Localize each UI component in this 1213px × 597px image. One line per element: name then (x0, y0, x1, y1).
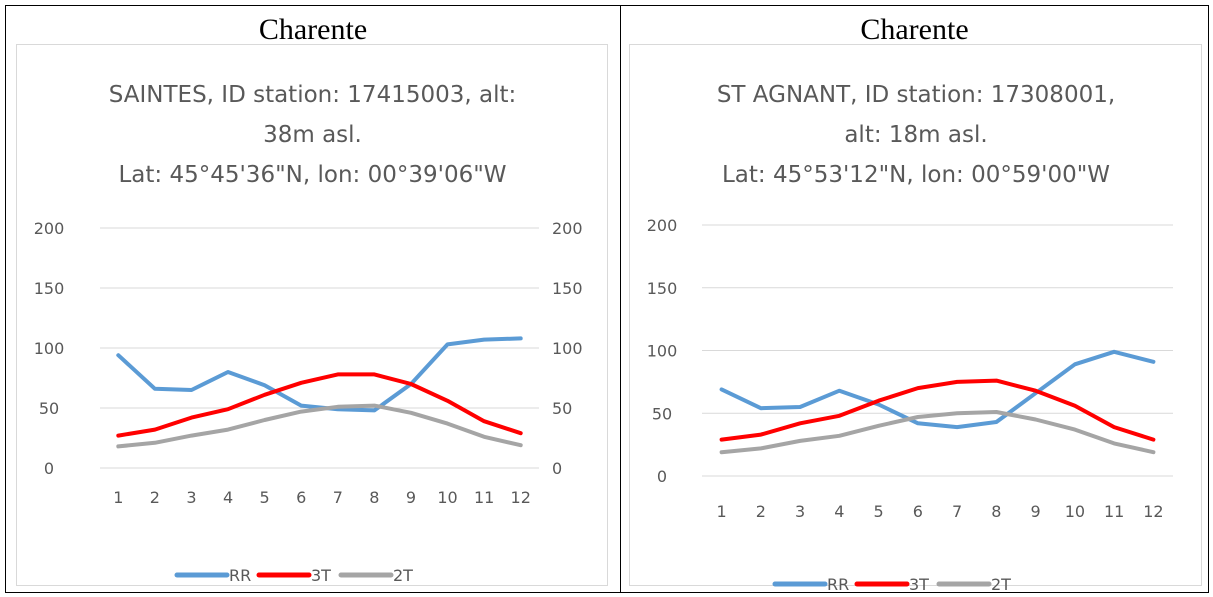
x-tick-label: 2 (756, 502, 766, 521)
layout-table: Charente SAINTES, ID station: 17415003, … (5, 5, 1209, 593)
x-tick-label: 5 (260, 488, 270, 507)
series-line-rr (116, 336, 523, 413)
y2-tick-label: 0 (552, 459, 562, 478)
y-tick-label: 200 (34, 219, 65, 238)
x-tick-label: 12 (1143, 502, 1163, 521)
legend-label-rr: RR (827, 575, 849, 593)
y-tick-label: 50 (39, 399, 59, 418)
panel-st-agnant: Charente ST AGNANT, ID station: 17308001… (621, 6, 1208, 593)
y2-tick-label: 200 (552, 219, 583, 238)
series-line-2t (719, 410, 1156, 455)
x-tick-label: 8 (369, 488, 379, 507)
x-tick-label: 9 (1031, 502, 1041, 521)
y-tick-label: 100 (647, 342, 678, 361)
y-tick-label: 100 (34, 339, 65, 358)
series-line-3t (719, 378, 1156, 442)
x-tick-label: 9 (406, 488, 416, 507)
y-tick-label: 150 (34, 279, 65, 298)
legend-label-2t: 2T (991, 575, 1011, 593)
panel-header: Charente (860, 13, 969, 46)
chart-st-agnant: ST AGNANT, ID station: 17308001, alt: 18m… (647, 82, 1173, 593)
x-tick-label: 7 (952, 502, 962, 521)
chart-title-line: Lat: 45°45'36"N, lon: 00°39'06"W (118, 162, 506, 188)
y-tick-label: 0 (657, 467, 667, 486)
legend-label-3t: 3T (909, 575, 929, 593)
y-tick-label: 150 (647, 279, 678, 298)
x-tick-label: 5 (874, 502, 884, 521)
chart-title-line: SAINTES, ID station: 17415003, alt: (109, 82, 517, 108)
y-tick-label: 200 (647, 216, 678, 235)
chart-title-line: 38m asl. (263, 122, 362, 148)
panel-header: Charente (258, 13, 368, 46)
x-tick-label: 3 (795, 502, 805, 521)
x-tick-label: 4 (223, 488, 233, 507)
x-tick-label: 6 (296, 488, 306, 507)
x-tick-label: 8 (991, 502, 1001, 521)
series-line-3t (116, 372, 523, 438)
y-tick-label: 0 (44, 459, 54, 478)
x-tick-label: 12 (511, 488, 531, 507)
x-tick-label: 10 (437, 488, 457, 507)
x-tick-label: 1 (717, 502, 727, 521)
chart-frame-st-agnant: ST AGNANT, ID station: 17308001, alt: 18m… (629, 44, 1202, 593)
legend-label-rr: RR (229, 566, 251, 585)
panel-saintes: Charente SAINTES, ID station: 17415003, … (6, 6, 621, 592)
chart-frame-saintes: SAINTES, ID station: 17415003, alt: 38m a… (16, 44, 608, 586)
legend-label-3t: 3T (311, 566, 331, 585)
series-line-rr (719, 349, 1156, 430)
chart-title-line: ST AGNANT, ID station: 17308001, (717, 82, 1115, 108)
x-tick-label: 7 (333, 488, 343, 507)
legend-label-2t: 2T (393, 566, 413, 585)
x-tick-label: 2 (150, 488, 160, 507)
series-line-2t (116, 403, 523, 449)
x-tick-label: 3 (186, 488, 196, 507)
x-tick-label: 6 (913, 502, 923, 521)
y2-tick-label: 150 (552, 279, 583, 298)
x-tick-label: 1 (113, 488, 123, 507)
x-tick-label: 4 (834, 502, 844, 521)
y2-tick-label: 50 (552, 399, 572, 418)
y-tick-label: 50 (652, 404, 672, 423)
chart-title-line: Lat: 45°53'12"N, lon: 00°59'00"W (722, 162, 1110, 188)
chart-saintes: SAINTES, ID station: 17415003, alt: 38m a… (34, 82, 583, 585)
x-tick-label: 10 (1065, 502, 1085, 521)
y2-tick-label: 100 (552, 339, 583, 358)
chart-title-line: alt: 18m asl. (844, 122, 987, 148)
x-tick-label: 11 (1104, 502, 1124, 521)
x-tick-label: 11 (474, 488, 494, 507)
